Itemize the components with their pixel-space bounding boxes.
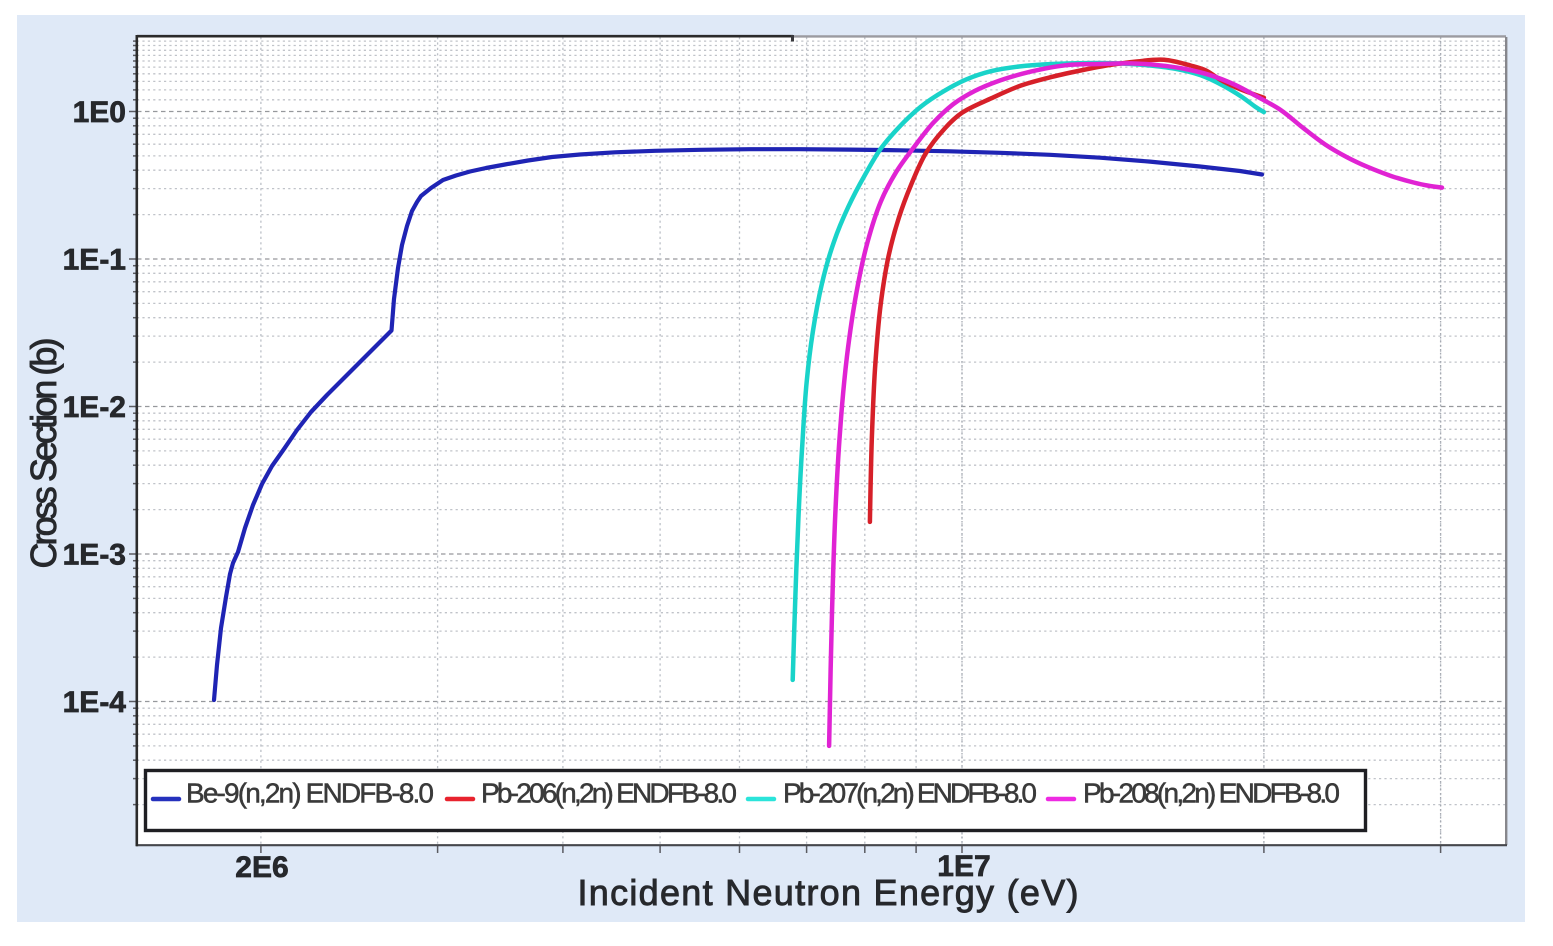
svg-text:Pb-208(n,2n) ENDFB-8.0: Pb-208(n,2n) ENDFB-8.0	[1083, 778, 1340, 809]
svg-text:Cross Section (b): Cross Section (b)	[23, 338, 64, 569]
svg-text:Pb-206(n,2n) ENDFB-8.0: Pb-206(n,2n) ENDFB-8.0	[481, 778, 737, 809]
svg-text:1E7: 1E7	[937, 850, 990, 883]
svg-text:1E-1: 1E-1	[63, 244, 126, 277]
svg-text:Incident Neutron Energy (eV): Incident Neutron Energy (eV)	[578, 872, 1079, 913]
svg-text:1E-4: 1E-4	[63, 686, 127, 719]
svg-text:Be-9(n,2n) ENDFB-8.0: Be-9(n,2n) ENDFB-8.0	[186, 778, 434, 809]
svg-text:1E-2: 1E-2	[63, 391, 126, 424]
svg-text:Pb-207(n,2n) ENDFB-8.0: Pb-207(n,2n) ENDFB-8.0	[783, 778, 1037, 809]
svg-text:1E0: 1E0	[73, 96, 126, 129]
svg-text:2E6: 2E6	[235, 851, 288, 884]
svg-text:1E-3: 1E-3	[63, 539, 126, 572]
